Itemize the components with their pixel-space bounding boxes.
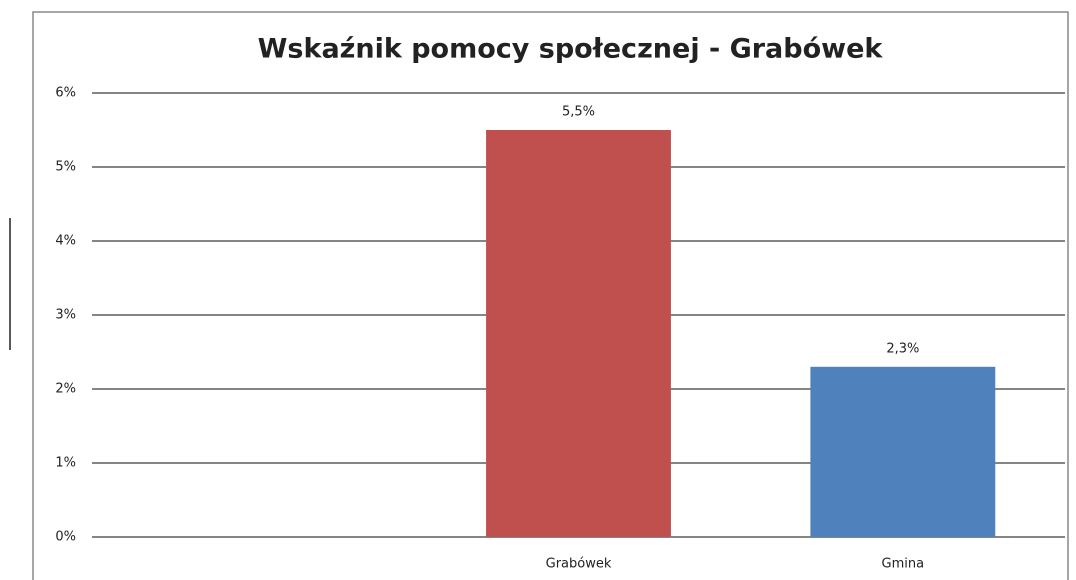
chart-title: Wskaźnik pomocy społecznej - Grabówek <box>258 34 884 65</box>
bar <box>486 130 671 537</box>
x-tick-label: Grabówek <box>546 557 612 572</box>
value-label: 5,5% <box>562 105 595 120</box>
y-tick-label: 6% <box>55 86 76 101</box>
y-tick-label: 2% <box>55 382 76 397</box>
y-tick-label: 3% <box>55 308 76 323</box>
y-tick-label: 5% <box>55 160 76 175</box>
value-label: 2,3% <box>886 341 919 356</box>
x-tick-label: Gmina <box>882 557 925 572</box>
y-tick-label: 4% <box>55 234 76 249</box>
y-tick-label: 0% <box>55 530 76 545</box>
y-tick-label: 1% <box>55 456 76 471</box>
bar <box>810 366 996 537</box>
